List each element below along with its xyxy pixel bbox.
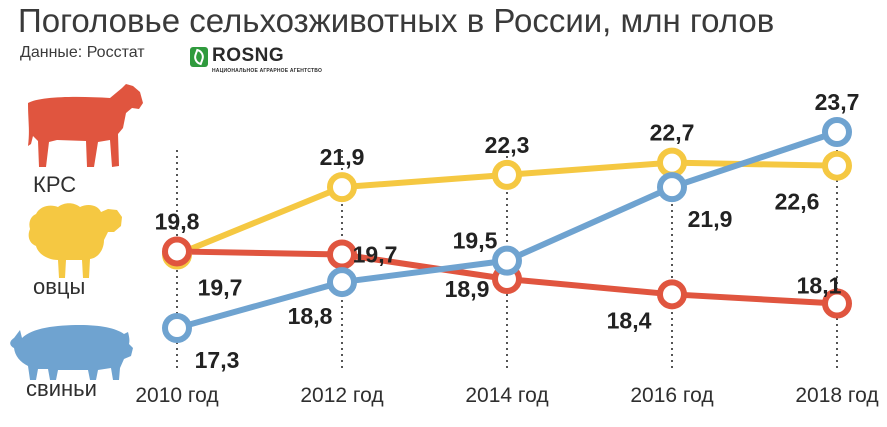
legend-label-krs: КРС <box>33 172 77 197</box>
data-label: 18,1 <box>797 273 842 299</box>
data-point <box>327 239 357 270</box>
chart-title: Поголовье сельхозживотных в России, млн … <box>18 2 775 39</box>
data-label: 19,7 <box>198 275 243 301</box>
legend-label-sheep: овцы <box>33 274 86 299</box>
data-label: 19,7 <box>353 242 398 268</box>
x-tick-label: 2018 год <box>795 384 878 407</box>
source-note: Данные: Росстат <box>20 44 145 61</box>
cow-icon <box>28 84 143 167</box>
data-label: 21,9 <box>688 206 733 232</box>
logo-name: ROSNG <box>212 45 285 66</box>
x-tick-label: 2012 год <box>300 384 383 407</box>
data-point <box>492 159 522 190</box>
pig-icon <box>10 325 133 380</box>
data-point <box>162 236 192 267</box>
legend-label-pigs: свиньи <box>26 376 97 401</box>
data-label: 18,8 <box>288 303 333 329</box>
logo-subtitle: НАЦИОНАЛЬНОЕ АГРАРНОЕ АГЕНТСТВО <box>212 68 323 74</box>
data-point <box>822 150 852 181</box>
data-label: 18,4 <box>607 307 652 333</box>
x-tick-label: 2016 год <box>630 384 713 407</box>
x-tick-label: 2010 год <box>135 384 218 407</box>
data-point <box>657 279 687 310</box>
rosng-logo: ROSNG НАЦИОНАЛЬНОЕ АГРАРНОЕ АГЕНТСТВО <box>190 45 322 74</box>
data-point <box>822 288 852 319</box>
data-point <box>657 147 687 178</box>
leaf-icon <box>190 47 208 67</box>
data-label: 18,9 <box>445 276 490 302</box>
sheep-icon <box>28 203 122 278</box>
data-point <box>657 172 687 203</box>
data-point <box>327 267 357 298</box>
data-point <box>327 172 357 203</box>
data-point <box>162 313 192 343</box>
data-label: 21,9 <box>320 144 365 170</box>
data-point <box>822 117 852 147</box>
data-label: 23,7 <box>815 89 860 115</box>
data-label: 17,3 <box>195 347 240 373</box>
data-label: 19,5 <box>453 228 498 254</box>
data-label: 22,7 <box>650 120 695 146</box>
data-label: 19,8 <box>155 208 200 234</box>
x-tick-label: 2014 год <box>465 384 548 407</box>
data-label: 22,3 <box>485 132 530 158</box>
data-label: 22,6 <box>775 189 820 215</box>
data-point <box>492 245 522 276</box>
